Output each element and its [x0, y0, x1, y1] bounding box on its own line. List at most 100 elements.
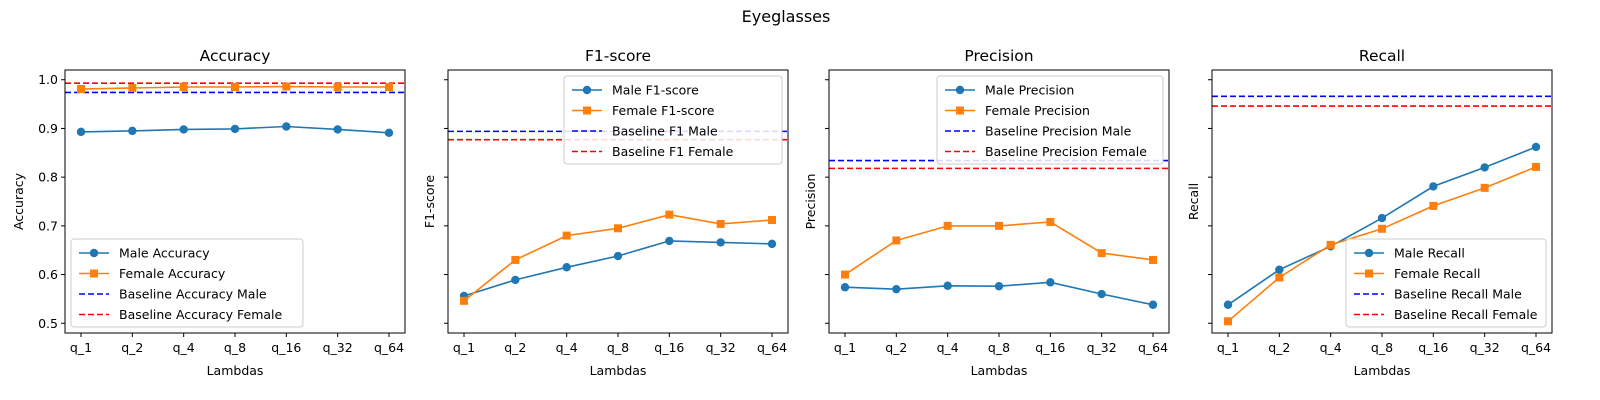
legend-marker [89, 248, 99, 258]
x-tick-label: q_16 [1035, 340, 1065, 355]
data-point-female-precision [1046, 217, 1055, 226]
legend-label: Female F1-score [612, 103, 715, 118]
f1-score-panel: F1-score q_1 q_2 q_4 q_8 q_16 q_32 q_64 Lambdas F… [422, 47, 789, 378]
legend: Male F1-score Female F1-score Baseline F1 … [563, 75, 783, 165]
legend-label: Baseline F1 Female [612, 144, 734, 159]
precision-panel: Precision q_1 q_2 q_4 q_8 q_16 q_32 q_64 Lambdas… [803, 47, 1170, 378]
y-tick-label: 0.8 [38, 170, 58, 185]
x-tick-label: q_16 [271, 340, 301, 355]
x-tick-label: q_8 [1371, 340, 1393, 355]
legend-label: Baseline Accuracy Female [119, 307, 283, 322]
x-tick-label: q_16 [1418, 340, 1448, 355]
data-point-female-accuracy [179, 83, 188, 92]
x-tick-label: q_64 [1138, 340, 1168, 355]
data-point-female-recall [1326, 240, 1335, 249]
x-tick-label: q_1 [834, 340, 856, 355]
data-point-male-f1-score [511, 275, 520, 285]
legend-label: Male Accuracy [119, 246, 210, 261]
data-point-male-f1-score [562, 263, 571, 272]
data-point-female-accuracy [128, 84, 137, 93]
data-point-male-recall [1531, 142, 1541, 152]
panel-title: F1-score [585, 47, 651, 65]
data-point-male-recall [1223, 300, 1233, 309]
y-tick-label: 0.6 [38, 267, 58, 282]
x-axis-label: Lambdas [590, 363, 647, 378]
data-point-male-f1-score [613, 251, 623, 261]
data-point-female-recall [1532, 162, 1540, 171]
data-point-male-precision [1046, 278, 1055, 287]
data-point-female-f1-score [716, 219, 725, 228]
panel-title: Accuracy [200, 47, 271, 65]
series-line-male-f1-score [463, 240, 773, 297]
y-tick-label: 1.0 [38, 72, 58, 87]
data-point-male-precision [943, 281, 952, 290]
legend-marker [1365, 269, 1373, 278]
x-tick-label: q_1 [453, 340, 475, 355]
panel-title: Recall [1359, 47, 1405, 65]
y-tick-label: 0.9 [38, 121, 58, 136]
legend-marker [583, 106, 591, 115]
data-point-female-accuracy [231, 83, 239, 92]
data-point-male-precision [994, 282, 1004, 291]
x-tick-label: q_1 [70, 340, 92, 355]
legend-label: Baseline Accuracy Male [119, 287, 267, 302]
data-point-female-f1-score [460, 296, 468, 305]
data-point-male-accuracy [282, 122, 291, 131]
legend-label: Baseline Recall Male [1394, 287, 1522, 302]
data-point-female-accuracy [333, 83, 342, 92]
legend-box [1345, 238, 1547, 328]
legend-marker [582, 85, 592, 95]
y-axis-label: Accuracy [11, 172, 26, 230]
data-point-male-f1-score [767, 239, 777, 249]
legend-label: Baseline Precision Male [985, 124, 1132, 139]
series-line-female-precision [844, 221, 1154, 276]
data-point-male-f1-score [716, 238, 725, 247]
accuracy-panel: Accuracy 0.5 0.6 0.7 0.8 0.9 1.0 q_1 q_2 q_4 q_8 q_… [11, 47, 406, 378]
data-point-male-accuracy [384, 128, 394, 138]
figure-title: Eyeglasses [742, 7, 831, 26]
legend: Male Recall Female Recall Baseline Recall … [1345, 238, 1547, 328]
x-tick-label: q_2 [504, 340, 526, 355]
x-tick-label: q_64 [757, 340, 787, 355]
data-point-female-accuracy [385, 83, 393, 92]
x-axis-label: Lambdas [207, 363, 264, 378]
data-point-male-recall [1480, 163, 1489, 172]
x-tick-label: q_32 [1470, 340, 1500, 355]
data-point-male-recall [1275, 265, 1284, 274]
legend-label: Female Accuracy [119, 266, 226, 281]
data-point-male-accuracy [76, 127, 86, 137]
x-tick-label: q_16 [654, 340, 684, 355]
data-point-female-precision [1097, 249, 1106, 258]
data-point-female-recall [1480, 183, 1489, 192]
data-point-male-accuracy [230, 124, 240, 134]
data-point-male-accuracy [128, 126, 137, 136]
data-point-female-f1-score [562, 231, 571, 240]
legend: Male Precision Female Precision Baseline P… [936, 75, 1164, 165]
data-point-female-precision [892, 236, 901, 245]
x-tick-label: q_32 [706, 340, 736, 355]
y-tick-label: 0.7 [38, 218, 58, 233]
x-tick-label: q_4 [556, 340, 578, 355]
data-point-male-recall [1429, 182, 1438, 191]
x-tick-label: q_4 [173, 340, 195, 355]
legend-label: Female Precision [985, 103, 1090, 118]
legend-label: Female Recall [1394, 266, 1480, 281]
data-point-female-precision [995, 221, 1003, 230]
x-tick-label: q_8 [607, 340, 629, 355]
data-point-female-recall [1378, 224, 1386, 233]
data-point-female-f1-score [665, 210, 674, 219]
x-tick-label: q_8 [224, 340, 246, 355]
data-point-female-accuracy [282, 82, 291, 91]
x-tick-label: q_1 [1217, 340, 1239, 355]
y-axis-label: Recall [1186, 183, 1201, 220]
data-point-male-accuracy [179, 125, 188, 134]
data-point-female-precision [943, 221, 952, 230]
x-tick-label: q_2 [121, 340, 143, 355]
x-tick-label: q_32 [323, 340, 353, 355]
legend-marker [955, 85, 965, 95]
data-point-male-f1-score [665, 236, 674, 246]
data-point-female-recall [1275, 273, 1284, 282]
x-tick-label: q_2 [885, 340, 907, 355]
legend-box [70, 238, 304, 328]
